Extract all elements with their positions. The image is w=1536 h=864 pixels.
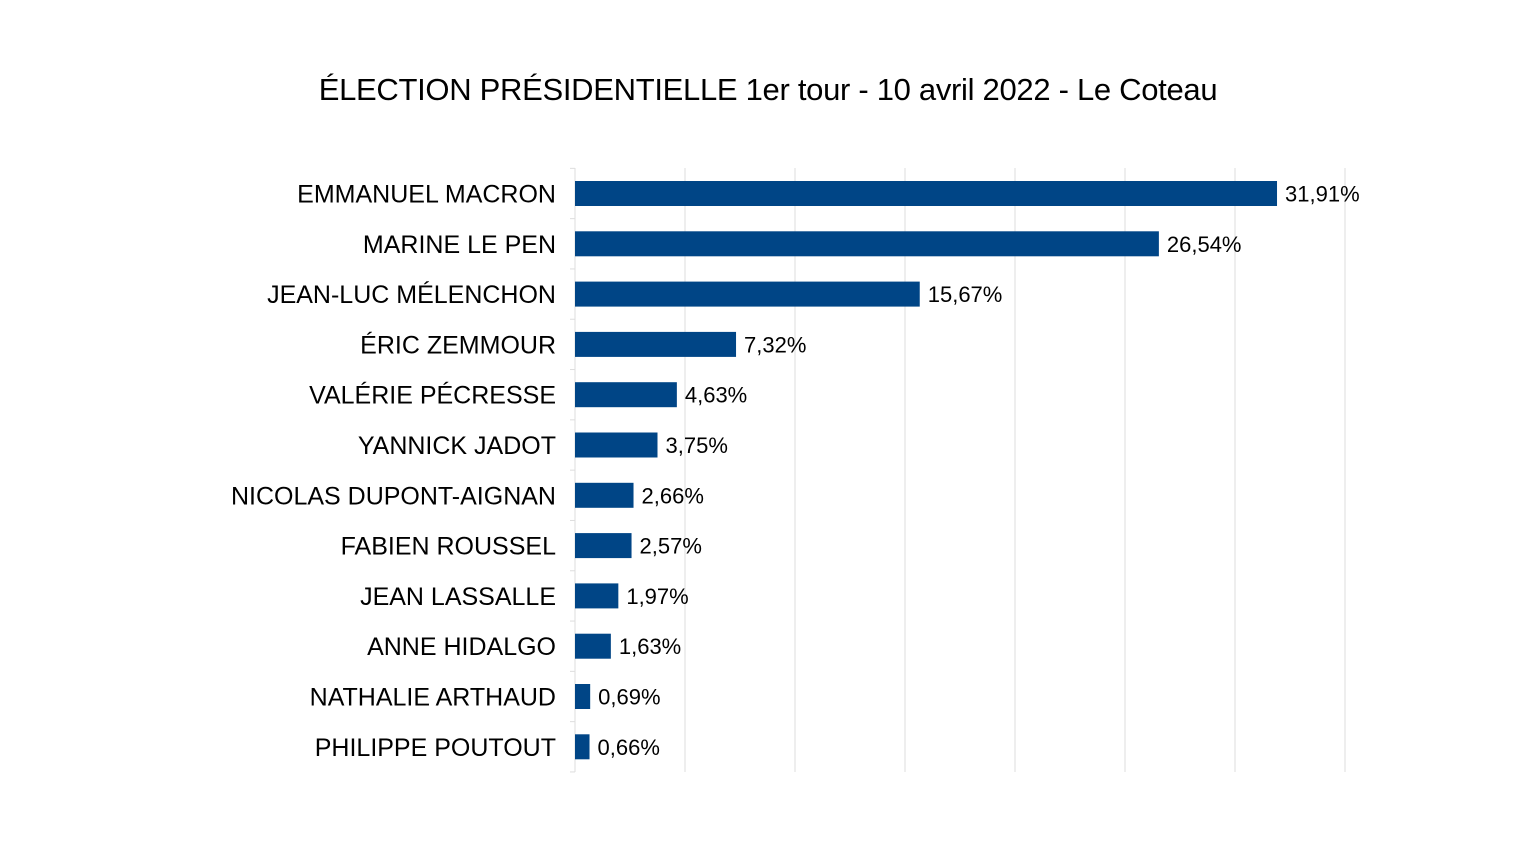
category-label: YANNICK JADOT xyxy=(358,432,556,460)
bar xyxy=(575,382,677,408)
category-label: VALÉRIE PÉCRESSE xyxy=(309,381,556,410)
value-label: 31,91% xyxy=(1285,182,1360,207)
bar xyxy=(575,181,1278,206)
category-label: PHILIPPE POUTOUT xyxy=(315,734,556,762)
category-label: NICOLAS DUPONT-AIGNAN xyxy=(231,482,556,510)
category-label: MARINE LE PEN xyxy=(363,231,556,259)
bar xyxy=(575,533,632,559)
value-label: 0,69% xyxy=(598,685,660,710)
bar xyxy=(575,231,1159,257)
bar xyxy=(575,734,590,760)
bar xyxy=(575,684,591,709)
bar xyxy=(575,482,634,508)
value-label: 3,75% xyxy=(666,433,728,458)
category-label: FABIEN ROUSSEL xyxy=(341,533,556,561)
value-label: 1,97% xyxy=(626,584,688,609)
bar xyxy=(575,583,619,609)
category-label: JEAN-LUC MÉLENCHON xyxy=(267,280,556,309)
value-label: 2,57% xyxy=(640,534,702,559)
category-label: EMMANUEL MACRON xyxy=(297,181,556,209)
value-label: 1,63% xyxy=(619,634,681,659)
category-label: NATHALIE ARTHAUD xyxy=(310,684,556,712)
value-label: 0,66% xyxy=(598,735,660,760)
bar xyxy=(575,432,658,458)
value-label: 2,66% xyxy=(642,483,704,508)
value-label: 7,32% xyxy=(744,332,806,357)
bar xyxy=(575,331,737,357)
value-label: 26,54% xyxy=(1167,232,1242,257)
category-label: ANNE HIDALGO xyxy=(367,633,556,661)
chart-title: ÉLECTION PRÉSIDENTIELLE 1er tour - 10 av… xyxy=(318,72,1218,107)
category-label: ÉRIC ZEMMOUR xyxy=(360,330,556,359)
value-label: 15,67% xyxy=(928,282,1003,307)
bar xyxy=(575,281,920,307)
bar xyxy=(575,633,611,659)
category-label: JEAN LASSALLE xyxy=(360,583,556,611)
value-label: 4,63% xyxy=(685,383,747,408)
